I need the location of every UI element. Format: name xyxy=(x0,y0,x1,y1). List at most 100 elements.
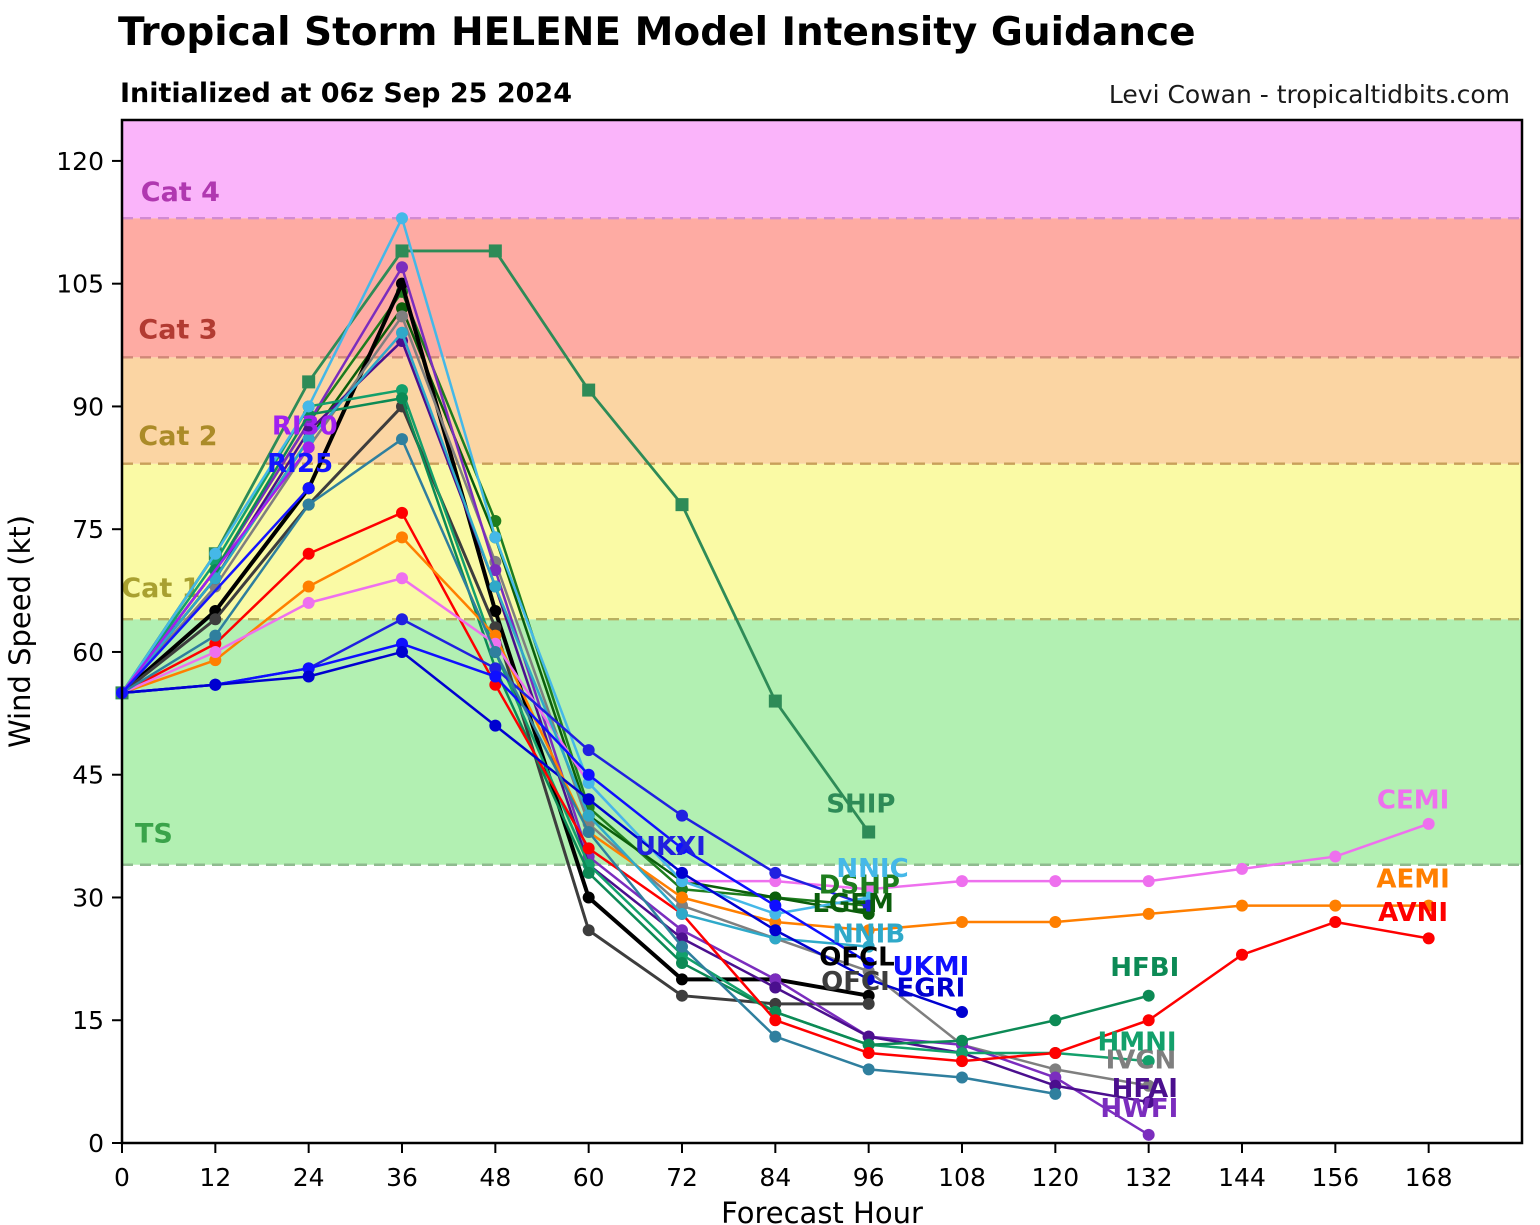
x-tick-label: 132 xyxy=(1125,1163,1173,1192)
x-tick-label: 156 xyxy=(1311,1163,1359,1192)
marker-cemi xyxy=(956,875,968,888)
marker-egri xyxy=(956,1006,968,1019)
marker-avni xyxy=(769,1014,782,1027)
marker-hfbi xyxy=(1142,989,1155,1002)
band-label-cat-4: Cat 4 xyxy=(141,177,220,208)
marker-avni xyxy=(396,506,408,519)
series-label-nnic: NNIC xyxy=(836,854,908,884)
marker-ship xyxy=(862,825,876,839)
marker-egri xyxy=(862,973,875,986)
marker-ship xyxy=(395,244,409,258)
x-tick-label: 108 xyxy=(938,1163,986,1192)
series-label-hfai: HFAI xyxy=(1112,1074,1178,1104)
x-axis-title: Forecast Hour xyxy=(721,1196,923,1225)
marker-ofcl xyxy=(582,891,595,904)
x-tick-label: 72 xyxy=(666,1163,698,1192)
marker-unlabeled-18 xyxy=(302,498,315,511)
series-label-ukxi: UKXI xyxy=(635,832,706,862)
marker-ukmi xyxy=(769,899,782,912)
band-cat-1 xyxy=(122,463,1522,620)
series-label-ri30: RI30 xyxy=(272,411,338,441)
x-tick-label: 12 xyxy=(199,1163,231,1192)
band-cat-3 xyxy=(122,218,1522,358)
marker-ivcn xyxy=(396,310,408,323)
marker-avni xyxy=(956,1055,968,1068)
marker-ukmi xyxy=(862,956,875,969)
marker-egri xyxy=(676,866,688,879)
marker-avni xyxy=(582,842,595,855)
series-label-hmni: HMNI xyxy=(1097,1028,1176,1058)
x-tick-label: 144 xyxy=(1218,1163,1266,1192)
marker-unlabeled-18 xyxy=(676,940,688,953)
marker-ri30 xyxy=(302,441,315,454)
series-label-hwfi: HWFI xyxy=(1100,1094,1178,1124)
x-tick-label: 24 xyxy=(293,1163,325,1192)
chart-subtitle: Initialized at 06z Sep 25 2024 xyxy=(120,78,572,109)
marker-avni xyxy=(1049,1046,1062,1059)
marker-ukxi xyxy=(769,866,782,879)
marker-aemi xyxy=(1236,899,1248,912)
band-ts xyxy=(122,619,1522,865)
series-label-cemi: CEMI xyxy=(1377,785,1449,815)
y-axis-title: Wind Speed (kt) xyxy=(3,515,37,748)
y-tick-label: 45 xyxy=(72,761,104,790)
marker-cemi xyxy=(209,645,222,658)
marker-ukxi xyxy=(582,744,595,757)
marker-avni xyxy=(302,547,315,560)
marker-unlabeled-18 xyxy=(209,629,222,642)
marker-aemi xyxy=(1422,899,1435,912)
marker-ukmi xyxy=(582,768,595,781)
marker-nnic xyxy=(489,531,502,544)
marker-egri xyxy=(209,678,222,691)
marker-cemi xyxy=(396,572,408,585)
y-tick-label: 30 xyxy=(72,883,104,912)
band-label-ts: TS xyxy=(135,819,173,850)
series-label-ri25: RI25 xyxy=(267,449,333,479)
marker-ofcl xyxy=(676,973,688,986)
marker-avni xyxy=(1236,948,1248,961)
marker-unlabeled-18 xyxy=(1049,1087,1062,1100)
series-label-lgem: LGEM xyxy=(812,889,894,919)
marker-hfbi xyxy=(396,392,408,405)
marker-hfai xyxy=(769,981,782,994)
marker-ukmi xyxy=(489,670,502,683)
series-label-egri: EGRI xyxy=(896,974,965,1004)
marker-hwfi xyxy=(1142,1128,1155,1141)
marker-nnic xyxy=(302,400,315,413)
marker-aemi xyxy=(676,891,688,904)
y-tick-label: 105 xyxy=(56,270,104,299)
marker-aemi xyxy=(1142,907,1155,920)
marker-egri xyxy=(769,924,782,937)
marker-avni xyxy=(1142,1014,1155,1027)
series-line-ri30 xyxy=(121,446,310,694)
marker-nnib xyxy=(396,326,408,339)
series-label-hfbi: HFBI xyxy=(1110,953,1179,983)
marker-ukxi xyxy=(862,899,875,912)
band-cat-4 xyxy=(122,120,1522,219)
marker-aemi xyxy=(396,531,408,544)
marker-ukxi xyxy=(676,809,688,822)
marker-ivcn xyxy=(1142,1079,1155,1092)
band-label-cat-1: Cat 1 xyxy=(121,573,200,604)
marker-nnib xyxy=(862,940,875,953)
y-tick-label: 90 xyxy=(72,392,104,421)
marker-unlabeled-18 xyxy=(396,433,408,446)
marker-aemi xyxy=(302,580,315,593)
marker-nnib xyxy=(489,580,502,593)
series-label-ivcn: IVCN xyxy=(1106,1046,1177,1076)
x-tick-label: 48 xyxy=(479,1163,511,1192)
marker-unlabeled-18 xyxy=(582,826,595,839)
marker-unlabeled-18 xyxy=(862,1063,875,1076)
marker-hfai xyxy=(1142,1096,1155,1109)
y-tick-label: 75 xyxy=(72,515,104,544)
series-label-ofcl: OFCL xyxy=(819,942,895,972)
marker-hfbi xyxy=(956,1034,968,1047)
marker-nnib xyxy=(582,809,595,822)
marker-ship xyxy=(488,244,502,258)
series-label-nnib: NNIB xyxy=(832,919,905,949)
marker-avni xyxy=(1329,916,1342,929)
marker-hfbi xyxy=(582,866,595,879)
marker-nnib xyxy=(676,907,688,920)
marker-cemi xyxy=(1049,875,1062,888)
